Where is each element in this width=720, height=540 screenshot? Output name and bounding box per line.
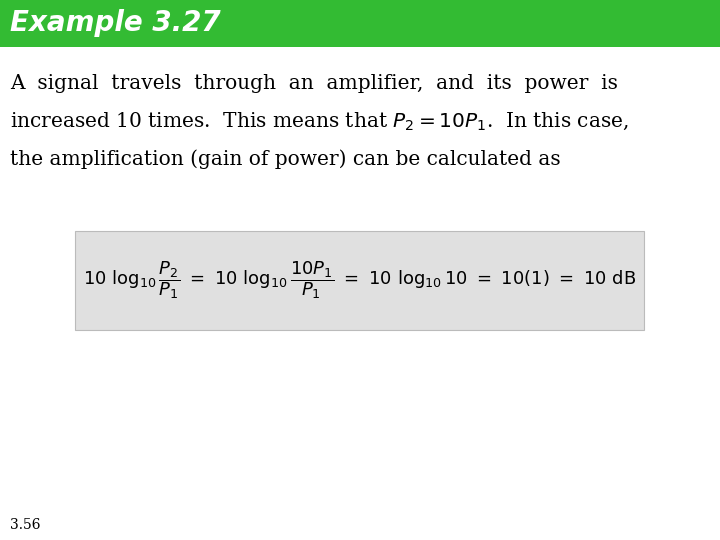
Text: Example 3.27: Example 3.27 <box>10 10 221 37</box>
Text: $10\ \log_{10}\dfrac{P_2}{P_1}\ =\ 10\ \log_{10}\dfrac{10P_1}{P_1}\ =\ 10\ \log_: $10\ \log_{10}\dfrac{P_2}{P_1}\ =\ 10\ \… <box>83 260 636 301</box>
Text: A  signal  travels  through  an  amplifier,  and  its  power  is: A signal travels through an amplifier, a… <box>10 74 618 93</box>
Text: increased 10 times.  This means that $P_2 = 10P_1$.  In this case,: increased 10 times. This means that $P_2… <box>10 111 629 132</box>
Text: the amplification (gain of power) can be calculated as: the amplification (gain of power) can be… <box>10 150 561 169</box>
Bar <box>75 231 644 330</box>
Bar <box>0 0 720 47</box>
Text: 3.56: 3.56 <box>10 518 40 532</box>
